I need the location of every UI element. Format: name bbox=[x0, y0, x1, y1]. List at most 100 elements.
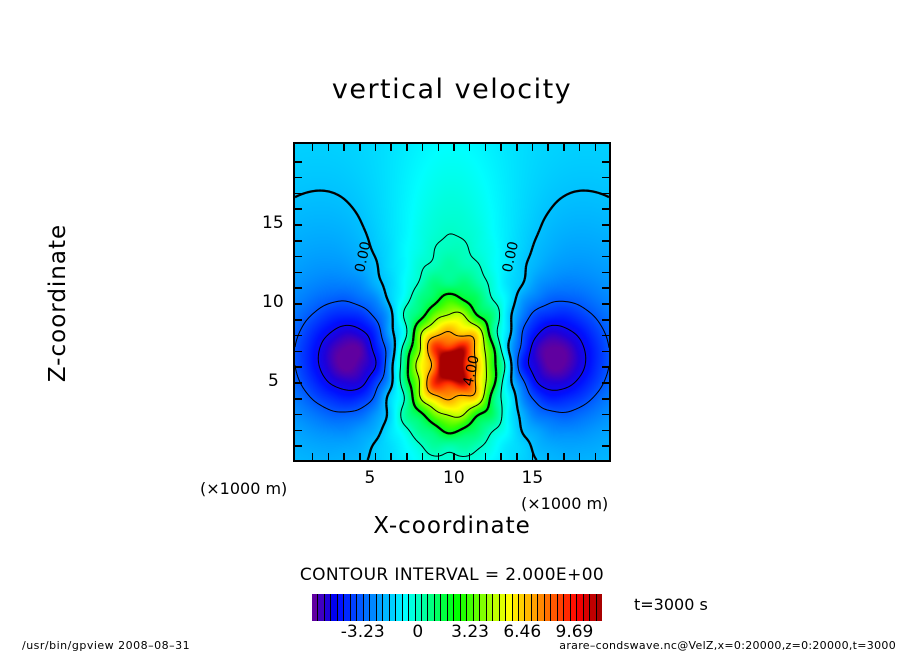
contour-interval-label: CONTOUR INTERVAL = 2.000E+00 bbox=[299, 565, 605, 585]
colorbar-segment bbox=[473, 594, 481, 621]
colorbar-segment bbox=[467, 594, 474, 621]
y-axis-tick bbox=[295, 271, 302, 274]
x-axis-tick bbox=[327, 453, 330, 460]
x-axis-tick-top bbox=[421, 144, 424, 151]
x-axis-tick bbox=[531, 453, 534, 460]
y-axis-tick bbox=[295, 255, 302, 258]
contour-line bbox=[426, 330, 477, 401]
colorbar-tick-label: -3.23 bbox=[340, 622, 385, 642]
x-axis-tick bbox=[468, 453, 471, 460]
contour-line bbox=[295, 300, 609, 413]
colorbar-segment bbox=[538, 594, 545, 621]
x-axis-tick bbox=[311, 453, 314, 460]
colorbar-segment bbox=[544, 594, 552, 621]
x-axis-tick-top bbox=[547, 144, 549, 151]
x-axis-tick bbox=[343, 453, 345, 460]
colorbar-segment bbox=[551, 594, 558, 621]
colorbar-segment bbox=[570, 594, 578, 621]
colorbar-tick-label: 0 bbox=[412, 622, 424, 642]
colorbar-segment bbox=[519, 594, 526, 621]
colorbar-segment bbox=[590, 594, 597, 621]
x-axis-tick-top bbox=[563, 144, 565, 151]
y-axis-tick bbox=[295, 224, 302, 226]
colorbar-tick-label: 3.23 bbox=[451, 622, 489, 642]
colorbar-segment bbox=[434, 594, 442, 621]
contour-label: 4.00 bbox=[461, 354, 483, 388]
x-axis-tick-label: 10 bbox=[443, 468, 465, 488]
colorbar-segment bbox=[331, 594, 338, 621]
contour-label: 0.00 bbox=[500, 240, 522, 274]
y-axis-tick bbox=[295, 429, 302, 432]
contour-plot-area[interactable]: 0.00 0.00 4.00 bbox=[293, 142, 611, 462]
y-axis-tick bbox=[295, 303, 302, 305]
x-axis-tick-top bbox=[453, 144, 455, 151]
y-axis-tick bbox=[295, 382, 302, 384]
x-axis-tick-top bbox=[390, 144, 392, 151]
colorbar-segment bbox=[344, 594, 351, 621]
colorbar-segment bbox=[525, 594, 532, 621]
colorbar-segment bbox=[370, 594, 377, 621]
colorbar-segment bbox=[324, 594, 332, 621]
y-axis-tick bbox=[295, 413, 302, 416]
colorbar-segment bbox=[312, 594, 319, 621]
x-axis-tick-top bbox=[500, 144, 502, 151]
y-axis-tick-right bbox=[602, 192, 609, 195]
y-axis-tick-right bbox=[602, 224, 609, 226]
y-axis-tick-right bbox=[602, 240, 609, 242]
time-label: t=3000 s bbox=[634, 595, 708, 614]
y-axis-tick-right bbox=[602, 445, 609, 447]
x-axis-tick bbox=[453, 453, 455, 460]
colorbar-tick-labels: -3.23 0 3.23 6.46 9.69 bbox=[312, 622, 602, 644]
y-axis-tick bbox=[295, 287, 302, 289]
y-axis-tick-label: 5 bbox=[268, 371, 279, 391]
x-axis-tick-top bbox=[437, 144, 440, 151]
colorbar-segment bbox=[486, 594, 494, 621]
colorbar[interactable] bbox=[312, 594, 603, 621]
colorbar-segment bbox=[460, 594, 468, 621]
y-axis-tick bbox=[295, 350, 302, 353]
x-axis-tick-label: 15 bbox=[521, 468, 544, 488]
y-axis-tick-right bbox=[602, 413, 609, 416]
colorbar-segment bbox=[415, 594, 422, 621]
colorbar-tick-label: 9.69 bbox=[555, 622, 594, 642]
y-axis-tick-right bbox=[602, 334, 609, 337]
colorbar-segment bbox=[454, 594, 461, 621]
x-axis-tick bbox=[421, 453, 424, 460]
x-axis-tick-top bbox=[374, 144, 377, 151]
colorbar-segment bbox=[583, 594, 591, 621]
x-axis-tick-top bbox=[327, 144, 330, 151]
x-axis-tick-top bbox=[468, 144, 471, 151]
colorbar-segment bbox=[557, 594, 565, 621]
y-axis-tick-label: 10 bbox=[262, 292, 284, 312]
colorbar-segment bbox=[363, 594, 371, 621]
x-axis-tick bbox=[500, 453, 502, 460]
y-axis-tick-right bbox=[602, 271, 609, 274]
y-axis-tick-right bbox=[602, 176, 609, 179]
colorbar-tick-label: 6.46 bbox=[503, 622, 542, 642]
colorbar-segment bbox=[499, 594, 507, 621]
footer-command-info: /usr/bin/gpview 2008–08–31 bbox=[22, 639, 191, 652]
colorbar-segment bbox=[350, 594, 358, 621]
x-axis-tick bbox=[563, 453, 565, 460]
y-axis-tick bbox=[295, 240, 302, 242]
y-axis-tick-right bbox=[602, 161, 609, 163]
x-axis-tick-top bbox=[359, 144, 361, 151]
x-axis-tick-top bbox=[343, 144, 345, 151]
y-axis-tick bbox=[295, 176, 302, 179]
page-title: vertical velocity bbox=[331, 74, 573, 105]
velocity-field-heatmap bbox=[295, 144, 609, 460]
x-axis-tick-top bbox=[578, 144, 581, 151]
y-axis-tick-label: 15 bbox=[262, 213, 284, 233]
y-axis-tick bbox=[295, 319, 302, 321]
colorbar-segment bbox=[389, 594, 397, 621]
y-axis-tick bbox=[295, 334, 302, 337]
y-axis-tick bbox=[295, 445, 302, 447]
colorbar-segment bbox=[506, 594, 513, 621]
contour-line bbox=[295, 189, 609, 460]
x-axis-tick bbox=[359, 453, 361, 460]
colorbar-segment bbox=[493, 594, 500, 621]
contour-label: 0.00 bbox=[352, 240, 374, 274]
x-axis-tick-top bbox=[594, 144, 597, 151]
x-axis-tick bbox=[578, 453, 581, 460]
y-axis-tick-right bbox=[602, 287, 609, 289]
